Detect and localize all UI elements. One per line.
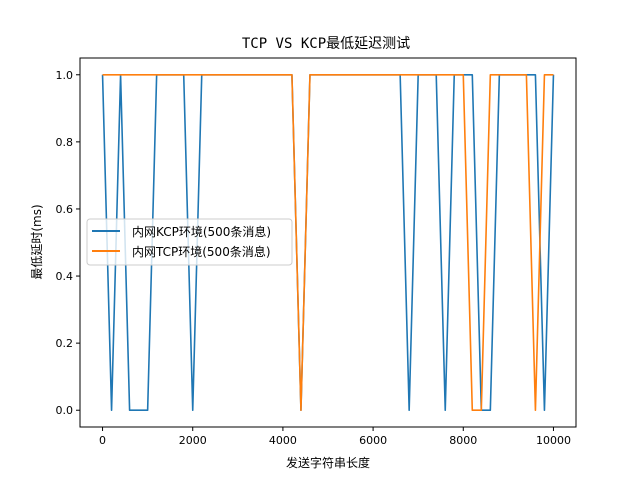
y-axis: 0.0 0.2 0.4 0.6 0.8 1.0 [56, 69, 80, 417]
x-tick-label: 4000 [269, 434, 297, 447]
y-tick-label: 0.2 [56, 337, 74, 350]
legend-label: 内网KCP环境(500条消息) [132, 224, 271, 239]
y-axis-label: 最低延时(ms) [30, 204, 44, 279]
chart-title: TCP VS KCP最低延迟测试 [242, 36, 410, 52]
x-tick-label: 8000 [449, 434, 477, 447]
y-tick-label: 1.0 [56, 69, 74, 82]
series-line-1 [102, 73, 554, 412]
legend-label: 内网TCP环境(500条消息) [132, 244, 271, 259]
plot-area [79, 57, 577, 428]
y-tick-label: 0.8 [56, 136, 74, 149]
plot-frame [79, 57, 577, 428]
x-tick-label: 10000 [536, 434, 571, 447]
y-tick-label: 0.0 [56, 404, 74, 417]
y-tick-label: 0.6 [56, 203, 74, 216]
x-tick-label: 6000 [359, 434, 387, 447]
y-tick-label: 0.4 [56, 270, 74, 283]
legend: 内网KCP环境(500条消息) 内网TCP环境(500条消息) [86, 218, 293, 266]
x-tick-label: 0 [99, 434, 106, 447]
x-axis-label: 发送字符串长度 [286, 455, 370, 470]
x-axis: 0 2000 4000 6000 8000 10000 [99, 427, 571, 447]
legend-box [86, 218, 293, 266]
x-tick-label: 2000 [179, 434, 207, 447]
